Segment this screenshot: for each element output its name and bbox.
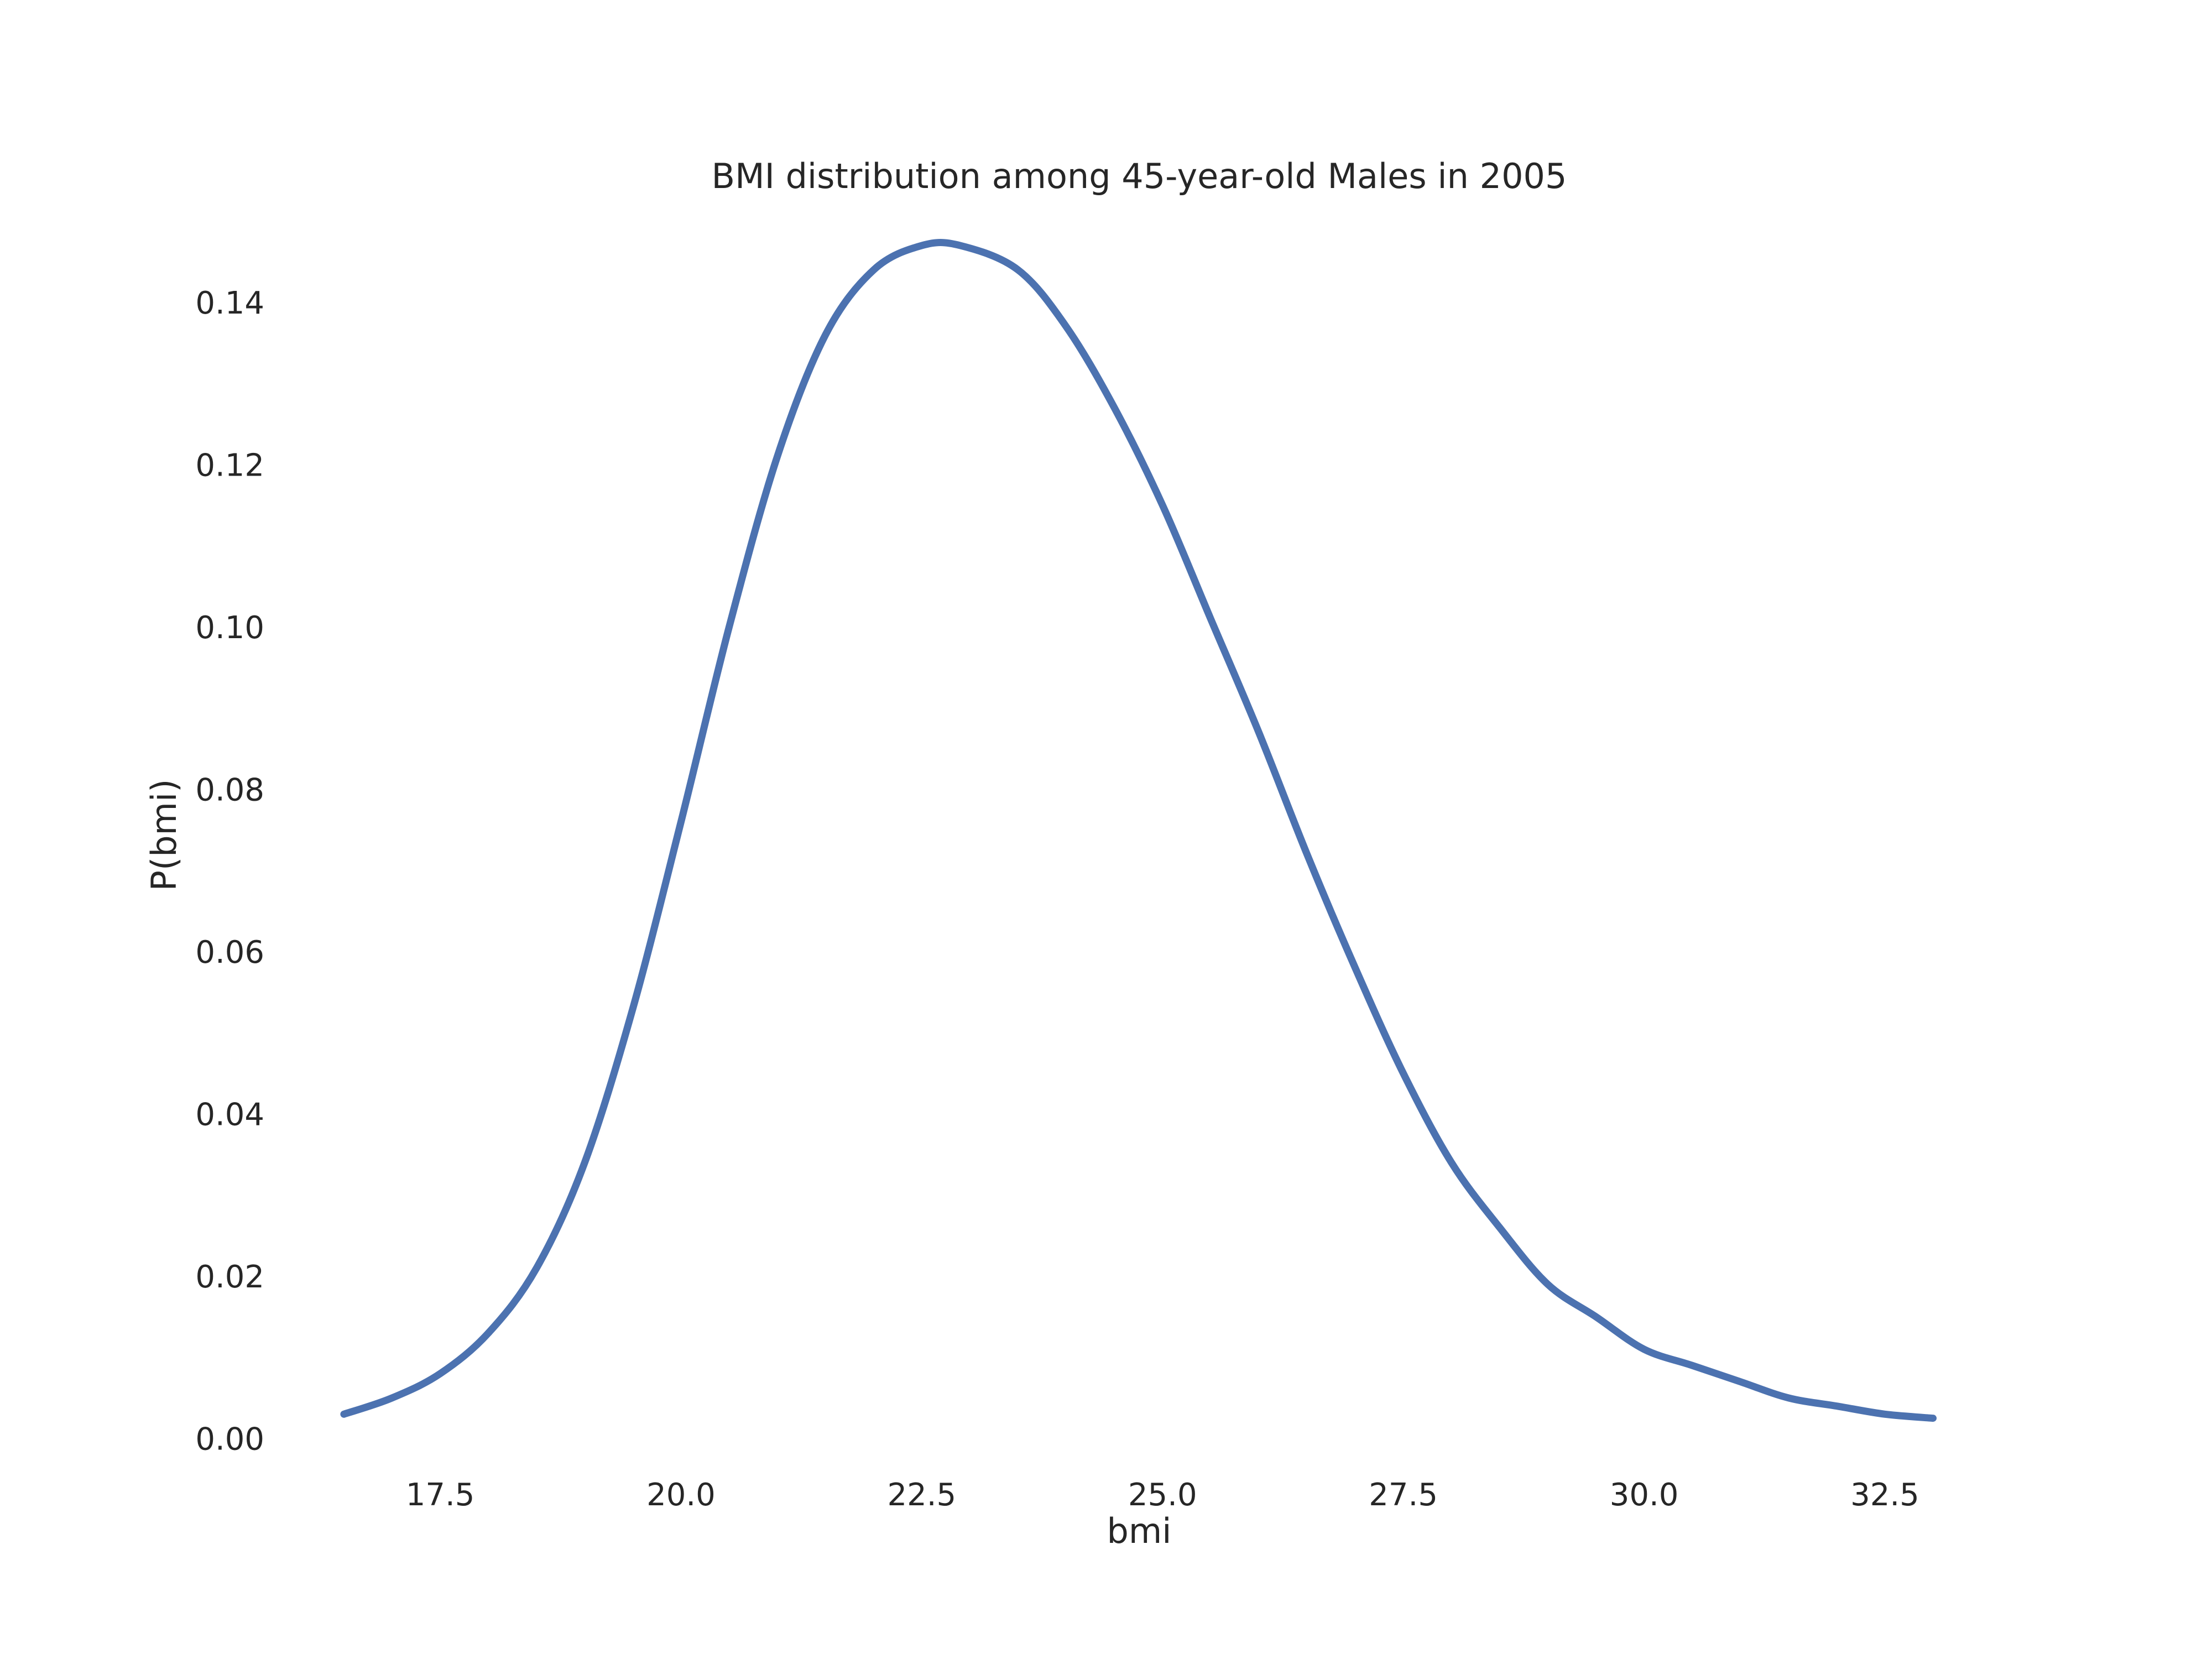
y-tick-label: 0.04 xyxy=(195,1097,264,1133)
series-line-0 xyxy=(340,239,1937,1422)
x-tick-label: 30.0 xyxy=(1610,1477,1679,1513)
y-tick-label: 0.14 xyxy=(195,285,264,321)
x-tick-label: 25.0 xyxy=(1128,1477,1197,1513)
chart-title: BMI distribution among 45-year-old Males… xyxy=(712,156,1567,196)
y-tick-label: 0.06 xyxy=(195,935,264,971)
y-axis-label: P(bmi) xyxy=(144,779,184,891)
x-tick-labels: 17.5 20.0 22.5 25.0 27.5 30.0 32.5 xyxy=(406,1477,1919,1513)
y-tick-label: 0.12 xyxy=(195,447,264,483)
x-tick-label: 27.5 xyxy=(1369,1477,1438,1513)
y-tick-label: 0.10 xyxy=(195,610,264,646)
x-tick-label: 20.0 xyxy=(646,1477,716,1513)
x-tick-label: 17.5 xyxy=(406,1477,475,1513)
x-tick-label: 32.5 xyxy=(1850,1477,1919,1513)
x-tick-label: 22.5 xyxy=(888,1477,957,1513)
y-tick-labels: 0.00 0.02 0.04 0.06 0.08 0.10 0.12 0.14 xyxy=(195,285,264,1458)
y-tick-label: 0.02 xyxy=(195,1259,264,1295)
x-axis-label: bmi xyxy=(1107,1511,1172,1551)
series-layer xyxy=(340,239,1937,1422)
y-tick-label: 0.08 xyxy=(195,772,264,808)
y-tick-label: 0.00 xyxy=(195,1421,264,1457)
